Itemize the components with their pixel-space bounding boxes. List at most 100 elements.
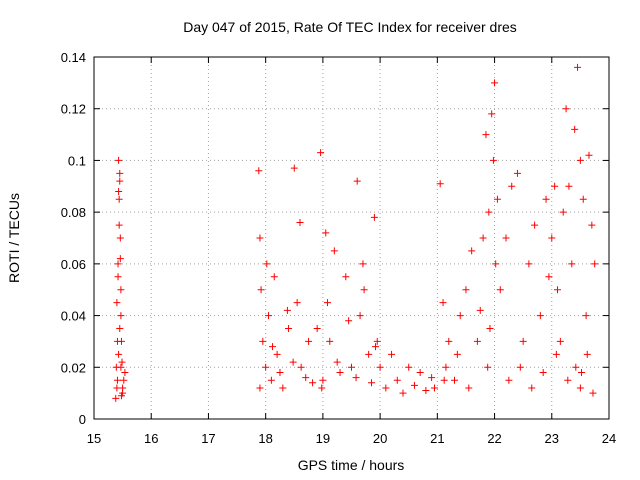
data-point: [542, 195, 550, 203]
data-point: [583, 350, 591, 358]
data-point: [519, 337, 527, 345]
data-point: [574, 63, 582, 71]
data-point: [116, 325, 124, 332]
y-tick-label: 0: [79, 412, 86, 427]
y-tick-label: 0.08: [61, 205, 86, 220]
data-point: [115, 350, 123, 358]
data-point: [370, 213, 378, 221]
data-point: [313, 325, 321, 332]
data-point: [508, 182, 516, 190]
data-point: [492, 260, 500, 268]
data-point: [545, 273, 553, 281]
data-point: [479, 234, 487, 242]
data-point: [440, 376, 448, 384]
data-point: [276, 368, 284, 376]
y-tick-label: 0.04: [61, 309, 86, 324]
data-point: [585, 151, 593, 159]
data-point: [485, 208, 493, 216]
x-tick-label: 20: [373, 431, 387, 446]
data-point: [468, 247, 476, 255]
data-point: [368, 379, 376, 387]
data-point: [263, 260, 271, 268]
x-tick-labels: 15 16 17 18 19 20 21 22 23 24: [87, 431, 616, 446]
data-point: [399, 389, 407, 397]
data-point: [556, 337, 564, 345]
data-point: [493, 195, 501, 203]
data-point: [319, 376, 327, 384]
data-point: [115, 195, 123, 203]
data-point: [285, 325, 293, 332]
data-point: [262, 363, 270, 371]
data-point: [116, 177, 124, 185]
data-point: [117, 286, 125, 294]
data-point: [259, 337, 267, 345]
data-point: [256, 384, 264, 392]
data-point: [589, 389, 597, 397]
data-point: [116, 255, 124, 263]
data-point: [582, 312, 590, 320]
data-point: [279, 384, 287, 392]
data-point: [393, 376, 401, 384]
data-point: [114, 273, 122, 281]
x-tick-label: 16: [144, 431, 158, 446]
data-point: [578, 368, 586, 376]
plot-frame: [93, 56, 610, 420]
data-point: [257, 286, 265, 294]
data-point: [576, 156, 584, 164]
data-point: [491, 79, 499, 87]
data-point: [269, 343, 277, 351]
data-point: [290, 164, 298, 172]
data-point: [453, 350, 461, 358]
x-axis-label: GPS time / hours: [298, 457, 405, 473]
x-tick-label: 18: [258, 431, 272, 446]
y-tick-labels: 0 0.02 0.04 0.06 0.08 0.1 0.12 0.14: [61, 50, 86, 427]
x-tick-label: 21: [430, 431, 444, 446]
data-point: [552, 350, 560, 358]
data-point: [372, 343, 380, 351]
data-point: [539, 368, 547, 376]
data-point: [115, 221, 123, 229]
data-point: [562, 105, 570, 113]
data-point: [559, 208, 567, 216]
data-point: [270, 273, 278, 281]
data-point: [554, 286, 561, 294]
data-point: [365, 350, 373, 358]
y-tick-label: 0.14: [61, 50, 86, 65]
data-point: [476, 306, 484, 314]
data-point: [445, 337, 453, 345]
x-tick-label: 17: [201, 431, 215, 446]
data-point: [579, 195, 587, 203]
data-point: [572, 363, 580, 371]
data-point: [451, 376, 458, 384]
data-point: [112, 394, 120, 402]
data-point: [484, 363, 492, 371]
data-point: [256, 234, 264, 242]
data-point: [531, 221, 539, 229]
data-point: [348, 363, 355, 371]
data-point: [302, 374, 310, 382]
data-point: [317, 149, 325, 157]
data-point: [513, 169, 521, 177]
data-point: [473, 337, 481, 345]
data-points: [112, 63, 599, 402]
y-axis-label: ROTI / TECUs: [6, 193, 22, 283]
y-tick-label: 0.06: [61, 257, 86, 272]
data-point: [115, 156, 123, 164]
data-point: [525, 260, 533, 268]
data-point: [388, 350, 396, 358]
data-point: [382, 384, 390, 392]
x-tick-label: 24: [602, 431, 616, 446]
data-point: [422, 387, 430, 395]
data-point: [305, 337, 313, 345]
data-point: [309, 379, 317, 387]
data-point: [119, 389, 127, 397]
data-point: [462, 286, 470, 294]
data-point: [496, 286, 504, 294]
data-point: [359, 260, 367, 268]
data-point: [489, 156, 497, 164]
data-point: [416, 368, 424, 376]
data-point: [373, 337, 381, 345]
data-point: [353, 177, 361, 185]
data-point: [255, 167, 263, 175]
